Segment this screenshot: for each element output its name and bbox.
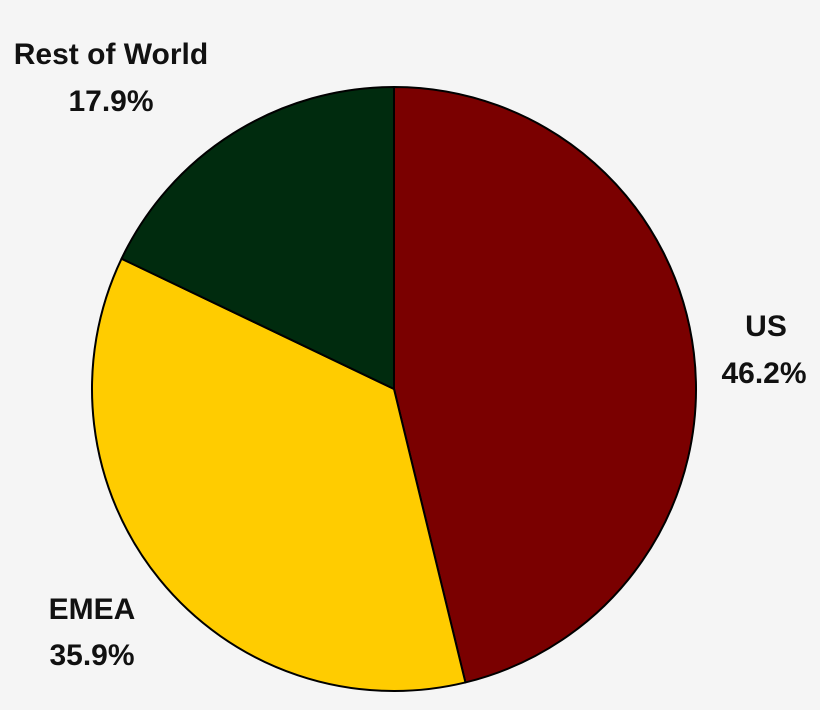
slice-value-emea: 35.9%	[49, 639, 134, 672]
slice-label-us: US	[745, 310, 787, 343]
pie-slice-rest-of-world	[120, 86, 395, 390]
pie-slice-emea	[91, 257, 467, 692]
slice-label-rest-of-world: Rest of World	[14, 38, 208, 71]
pie-slices	[91, 86, 697, 692]
slice-value-us: 46.2%	[721, 357, 806, 390]
slice-label-emea: EMEA	[49, 593, 136, 626]
pie-slice-us	[393, 86, 697, 684]
slice-value-rest-of-world: 17.9%	[68, 85, 153, 118]
pie-labels: US 46.2% EMEA 35.9% Rest of World 17.9%	[14, 38, 807, 672]
